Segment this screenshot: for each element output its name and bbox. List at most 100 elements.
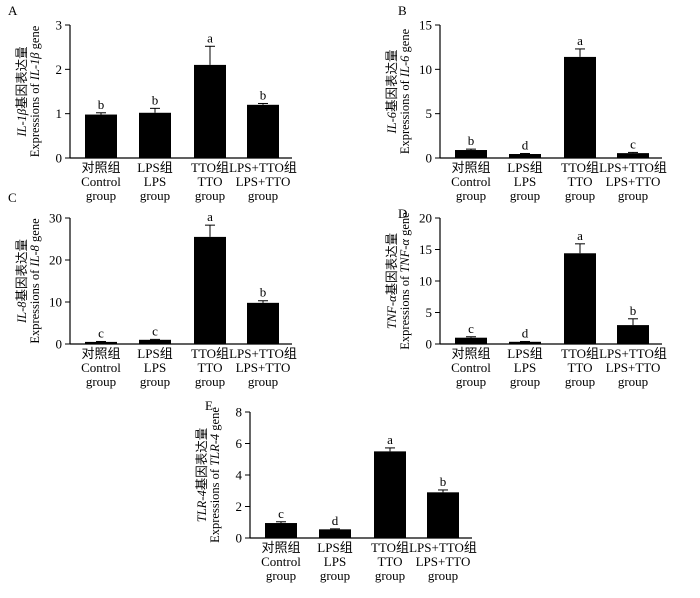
bar [194,64,226,158]
category-label: LPS+TTO [236,174,291,189]
y-tick-label: 10 [419,274,432,289]
significance-letter: c [468,321,474,336]
y-tick-label: 8 [236,405,243,420]
category-label: 对照组 [451,160,490,175]
y-tick-label: 1 [56,106,63,121]
category-label: group [510,374,540,389]
category-label: LPS组 [507,346,542,361]
category-label: group [618,374,648,389]
bar [247,104,279,158]
category-label: LPS+TTO组 [409,540,477,555]
y-tick-label: 10 [419,62,432,77]
bar [85,341,117,344]
bar [564,253,596,344]
category-label: group [140,188,170,203]
category-label: LPS+TTO组 [599,346,667,361]
category-label: group [565,374,595,389]
significance-letter: a [577,228,583,243]
panel-letter: E [205,398,213,413]
y-axis-label-en: Expressions of TLR-4 gene [208,407,222,543]
category-label: 对照组 [81,160,120,175]
chart-panel-c: C IL-8基因表达量 Expressions of IL-8 gene 0 10 20 3… [8,190,297,389]
category-label: group [248,188,278,203]
category-label: LPS [514,360,536,375]
category-label: LPS [144,174,166,189]
category-label: TTO [567,360,592,375]
significance-letter: d [522,325,529,340]
y-tick-label: 6 [236,436,243,451]
panel-letter: B [398,3,407,18]
category-label: group [375,568,405,583]
significance-letter: a [207,209,213,224]
chart-panel-b: B IL-6基因表达量 Expressions of IL-6 gene 0 5 10 15… [385,3,667,203]
y-tick-label: 0 [56,337,63,352]
y-tick-label: 4 [236,468,243,483]
category-label: LPS [144,360,166,375]
bar [194,236,226,344]
category-label: LPS+TTO [606,360,661,375]
y-tick-label: 3 [56,18,63,33]
y-tick-label: 2 [236,499,243,514]
category-label: TTO组 [561,160,599,175]
category-label: group [266,568,296,583]
panel-letter: D [398,206,407,221]
bar [374,451,406,538]
bar [265,523,297,538]
category-label: group [86,188,116,203]
significance-letter: a [387,432,393,447]
category-label: TTO组 [191,346,229,361]
category-label: group [565,188,595,203]
category-label: Control [261,554,301,569]
bar [617,153,649,158]
y-tick-label: 15 [419,18,432,33]
category-label: group [320,568,350,583]
category-label: group [510,188,540,203]
y-tick-label: 15 [419,242,432,257]
y-axis-label-cn: IL-1β基因表达量 [15,46,29,137]
y-axis-label-cn: TNF-α基因表达量 [385,233,399,329]
category-label: Control [81,174,121,189]
bar [455,337,487,344]
y-axis-label-en: Expressions of IL-8 gene [28,218,42,344]
category-label: Control [451,174,491,189]
category-label: group [195,374,225,389]
category-label: TTO [567,174,592,189]
y-tick-label: 0 [426,151,433,166]
category-label: TTO组 [561,346,599,361]
bar [139,339,171,344]
category-label: LPS+TTO [416,554,471,569]
category-label: LPS [514,174,536,189]
category-label: LPS组 [317,540,352,555]
y-axis-label-en: Expressions of IL-1β gene [28,25,42,157]
bar [85,114,117,158]
significance-letter: c [152,323,158,338]
category-label: Control [451,360,491,375]
category-label: TTO组 [191,160,229,175]
category-label: LPS [324,554,346,569]
category-label: 对照组 [81,346,120,361]
bar [617,325,649,344]
bar [427,492,459,538]
significance-letter: a [207,30,213,45]
significance-letter: b [440,474,447,489]
significance-letter: b [98,97,105,112]
category-label: TTO组 [371,540,409,555]
significance-letter: c [278,506,284,521]
category-label: group [195,188,225,203]
y-axis-label-cn: IL-6基因表达量 [385,49,399,134]
y-tick-label: 20 [419,211,432,226]
y-axis-label-en: Expressions of TNF-α gene [398,212,412,350]
significance-letter: b [152,92,159,107]
bar [455,150,487,158]
category-label: LPS组 [137,346,172,361]
significance-letter: d [332,513,339,528]
category-label: TTO [197,174,222,189]
significance-letter: b [260,87,267,102]
category-label: LPS+TTO [606,174,661,189]
significance-letter: a [577,33,583,48]
category-label: group [428,568,458,583]
bar [139,112,171,158]
